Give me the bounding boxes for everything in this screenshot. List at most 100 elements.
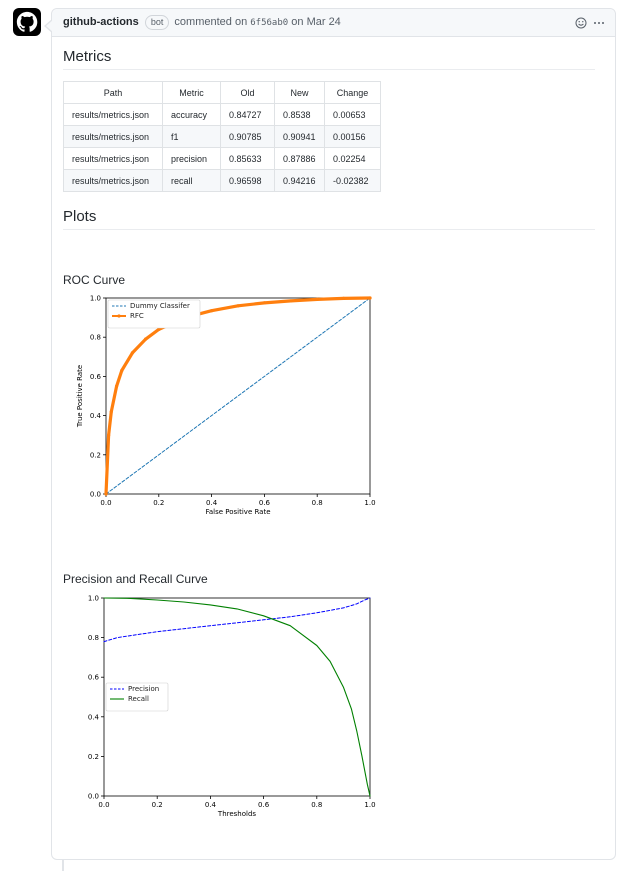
y-tick-label: 0.6 xyxy=(90,373,102,381)
cell-path: results/metrics.json xyxy=(63,103,163,126)
y-tick-label: 0.2 xyxy=(90,451,101,459)
cell-path: results/metrics.json xyxy=(63,169,163,192)
x-axis-label: False Positive Rate xyxy=(205,508,270,516)
x-tick-label: 0.6 xyxy=(259,499,271,507)
metrics-table: Path Metric Old New Change results/metri… xyxy=(63,81,381,192)
legend-box xyxy=(105,682,169,712)
cell-change: 0.00156 xyxy=(324,125,381,148)
data-point xyxy=(262,301,266,305)
cell-change: 0.00653 xyxy=(324,103,381,126)
metrics-heading: Metrics xyxy=(63,48,595,70)
cell-new: 0.94216 xyxy=(274,169,325,192)
cell-new: 0.90941 xyxy=(274,125,325,148)
data-point xyxy=(368,296,372,300)
x-axis-label: Thresholds xyxy=(217,810,256,818)
github-logo-icon xyxy=(16,11,38,32)
timeline-line xyxy=(62,860,64,871)
legend-entry: Recall xyxy=(128,695,149,703)
avatar[interactable] xyxy=(13,8,41,36)
cell-old: 0.90785 xyxy=(220,125,275,148)
cell-metric: recall xyxy=(162,169,221,192)
y-tick-label: 0.8 xyxy=(90,334,101,342)
plot-frame xyxy=(105,297,371,495)
legend-entry: Dummy Classifer xyxy=(130,302,190,310)
cell-new: 0.87886 xyxy=(274,147,325,170)
x-tick-label: 0.4 xyxy=(206,499,218,507)
y-tick-label: 0.0 xyxy=(90,491,101,499)
data-point xyxy=(130,351,134,355)
cell-metric: f1 xyxy=(162,125,221,148)
x-tick-label: 0.0 xyxy=(98,801,109,809)
precision-recall-chart: 0.0 0.2 0.4 0.6 0.8 1.0 0.0 0.2 0.4 0.6 0.8 1.0 Thre… xyxy=(88,595,376,819)
table-row: results/metrics.json recall 0.96598 0.94… xyxy=(63,169,381,192)
data-point xyxy=(114,384,119,388)
data-point xyxy=(315,297,319,301)
plot-frame xyxy=(103,597,371,797)
data-point xyxy=(144,337,148,341)
smiley-icon[interactable] xyxy=(575,17,587,29)
y-tick-label: 0.4 xyxy=(90,412,102,420)
cell-change: 0.02254 xyxy=(324,147,381,170)
action-text: commented on xyxy=(174,16,248,28)
x-tick-label: 0.0 xyxy=(100,499,111,507)
series-line-recall xyxy=(103,597,371,797)
author-link[interactable]: github-actions xyxy=(63,16,139,28)
comment-date[interactable]: Mar 24 xyxy=(306,16,341,28)
legend-box xyxy=(107,299,201,329)
comment: github-actions bot commented on 6f56ab0 … xyxy=(44,8,616,860)
data-point xyxy=(210,309,214,313)
cell-metric: accuracy xyxy=(162,103,221,126)
y-tick-label: 0.2 xyxy=(88,753,99,761)
data-point xyxy=(109,410,113,414)
cell-old: 0.84727 xyxy=(220,103,275,126)
x-tick-label: 0.6 xyxy=(258,801,270,809)
x-tick-label: 0.2 xyxy=(153,499,164,507)
bot-badge: bot xyxy=(144,15,170,30)
x-tick-label: 0.4 xyxy=(205,801,217,809)
data-point xyxy=(236,304,240,308)
table-row: results/metrics.json f1 0.90785 0.90941 … xyxy=(63,125,381,148)
y-tick-label: 0.8 xyxy=(88,634,99,642)
commit-link[interactable]: 6f56ab0 xyxy=(250,18,289,28)
date-prefix: on xyxy=(291,16,304,28)
table-row: results/metrics.json accuracy 0.84727 0.… xyxy=(63,103,381,126)
legend-entry: Precision xyxy=(128,685,159,693)
data-point xyxy=(342,296,346,300)
series-line-dummy-classifer xyxy=(105,297,371,495)
column-header: New xyxy=(274,81,325,104)
roc-heading: ROC Curve xyxy=(63,273,126,287)
table-row: results/metrics.json precision 0.85633 0… xyxy=(63,147,381,170)
column-header: Metric xyxy=(162,81,221,104)
series-line-precision xyxy=(103,597,371,643)
y-tick-label: 1.0 xyxy=(88,595,99,603)
x-tick-label: 0.2 xyxy=(152,801,163,809)
column-header: Old xyxy=(220,81,275,104)
x-tick-label: 0.8 xyxy=(312,499,323,507)
x-tick-label: 1.0 xyxy=(364,499,375,507)
cell-old: 0.96598 xyxy=(220,169,275,192)
roc-chart: 0.0 0.2 0.4 0.6 0.8 1.0 0.0 0.2 0.4 0.6 0.8 1.0 Fals… xyxy=(76,295,376,517)
y-tick-label: 0.0 xyxy=(88,793,99,801)
comment-header: github-actions bot commented on 6f56ab0 … xyxy=(52,9,615,37)
column-header: Change xyxy=(324,81,381,104)
cell-metric: precision xyxy=(162,147,221,170)
y-tick-label: 0.6 xyxy=(88,674,100,682)
data-point xyxy=(157,327,161,331)
cell-change: -0.02382 xyxy=(324,169,381,192)
legend-marker xyxy=(117,314,121,318)
pr-heading: Precision and Recall Curve xyxy=(63,572,208,586)
data-point xyxy=(120,368,124,373)
data-point xyxy=(289,299,293,303)
data-point xyxy=(104,492,108,496)
column-header: Path xyxy=(63,81,163,104)
y-tick-label: 1.0 xyxy=(90,295,101,303)
x-tick-label: 0.8 xyxy=(311,801,322,809)
kebab-horizontal-icon[interactable] xyxy=(593,17,605,29)
data-point xyxy=(107,433,111,437)
legend-entry: RFC xyxy=(130,312,144,320)
y-tick-label: 0.4 xyxy=(88,713,100,721)
cell-new: 0.8538 xyxy=(274,103,325,126)
cell-old: 0.85633 xyxy=(220,147,275,170)
cell-path: results/metrics.json xyxy=(63,125,163,148)
y-axis-label: True Positive Rate xyxy=(76,365,84,428)
